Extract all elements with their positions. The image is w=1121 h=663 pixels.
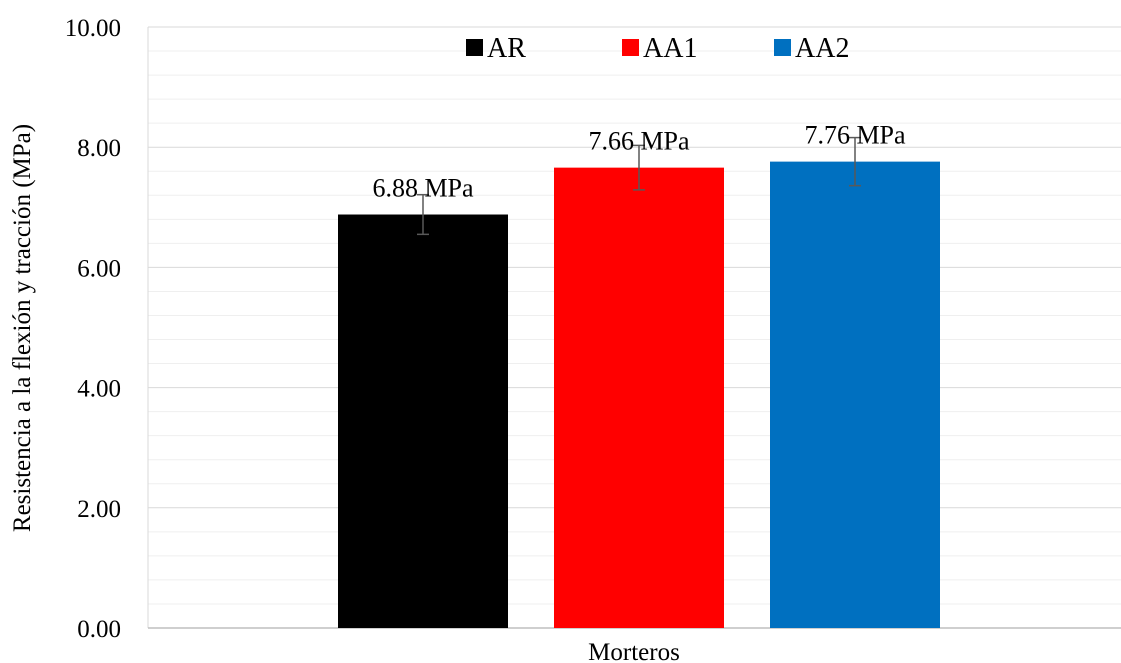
legend-swatch-ar: [466, 39, 483, 56]
data-label-aa1: 7.66 MPa: [588, 127, 690, 156]
legend-label-aa1: AA1: [643, 33, 697, 64]
bar-aa2: [770, 161, 940, 628]
y-tick-label: 4.00: [77, 376, 121, 403]
bars: [338, 161, 940, 628]
bar-ar: [338, 214, 508, 628]
error-bars: [417, 136, 861, 236]
data-label-ar: 6.88 MPa: [372, 174, 474, 203]
data-labels: 6.88 MPa 7.66 MPa 7.76 MPa: [372, 121, 906, 203]
y-tick-label: 8.00: [77, 135, 121, 162]
y-tick-label: 2.00: [77, 496, 121, 523]
legend-swatch-aa2: [774, 39, 791, 56]
y-tick-label: 0.00: [77, 616, 121, 643]
legend-label-ar: AR: [487, 33, 526, 64]
bar-aa1: [554, 167, 724, 628]
legend-swatch-aa1: [622, 39, 639, 56]
y-tick-label: 6.00: [77, 255, 121, 282]
data-label-aa2: 7.76 MPa: [804, 121, 906, 150]
y-axis-title: Resistencia a la flexión y tracción (MPa…: [9, 124, 36, 532]
legend: AR AA1 AA2: [466, 33, 849, 64]
y-tick-label: 10.00: [65, 15, 121, 42]
y-tick-labels: 0.00 2.00 4.00 6.00 8.00 10.00: [65, 15, 121, 643]
legend-label-aa2: AA2: [795, 33, 849, 64]
x-axis-title: Morteros: [588, 639, 680, 663]
